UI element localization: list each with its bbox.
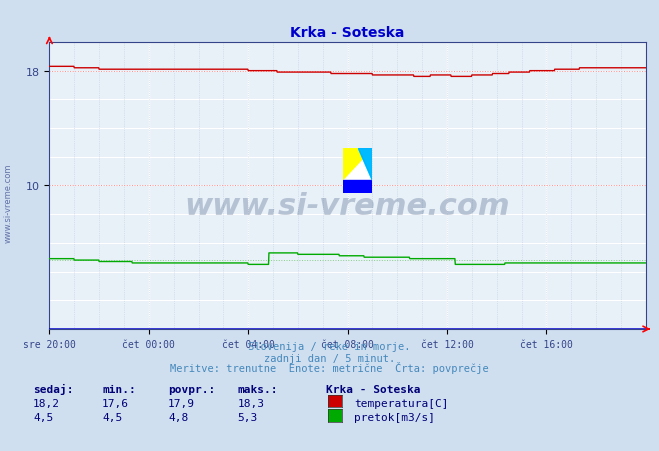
Polygon shape — [358, 149, 372, 180]
Text: pretok[m3/s]: pretok[m3/s] — [354, 412, 435, 422]
Text: Meritve: trenutne  Enote: metrične  Črta: povprečje: Meritve: trenutne Enote: metrične Črta: … — [170, 362, 489, 373]
Text: temperatura[C]: temperatura[C] — [354, 398, 448, 408]
Text: 4,5: 4,5 — [33, 412, 53, 422]
Text: www.si-vreme.com: www.si-vreme.com — [185, 192, 511, 221]
Text: Slovenija / reke in morje.: Slovenija / reke in morje. — [248, 341, 411, 351]
Text: 4,8: 4,8 — [168, 412, 188, 422]
Text: 18,3: 18,3 — [237, 398, 264, 408]
Text: 5,3: 5,3 — [237, 412, 258, 422]
Text: www.si-vreme.com: www.si-vreme.com — [3, 163, 13, 243]
Polygon shape — [358, 149, 372, 180]
Text: sedaj:: sedaj: — [33, 383, 73, 394]
Text: Krka - Soteska: Krka - Soteska — [326, 384, 420, 394]
Title: Krka - Soteska: Krka - Soteska — [291, 26, 405, 40]
Text: 4,5: 4,5 — [102, 412, 123, 422]
Polygon shape — [343, 180, 372, 194]
Text: min.:: min.: — [102, 384, 136, 394]
Text: zadnji dan / 5 minut.: zadnji dan / 5 minut. — [264, 353, 395, 363]
Text: 17,6: 17,6 — [102, 398, 129, 408]
Text: 17,9: 17,9 — [168, 398, 195, 408]
Text: 18,2: 18,2 — [33, 398, 60, 408]
Text: povpr.:: povpr.: — [168, 384, 215, 394]
Polygon shape — [343, 149, 372, 180]
Text: maks.:: maks.: — [237, 384, 277, 394]
